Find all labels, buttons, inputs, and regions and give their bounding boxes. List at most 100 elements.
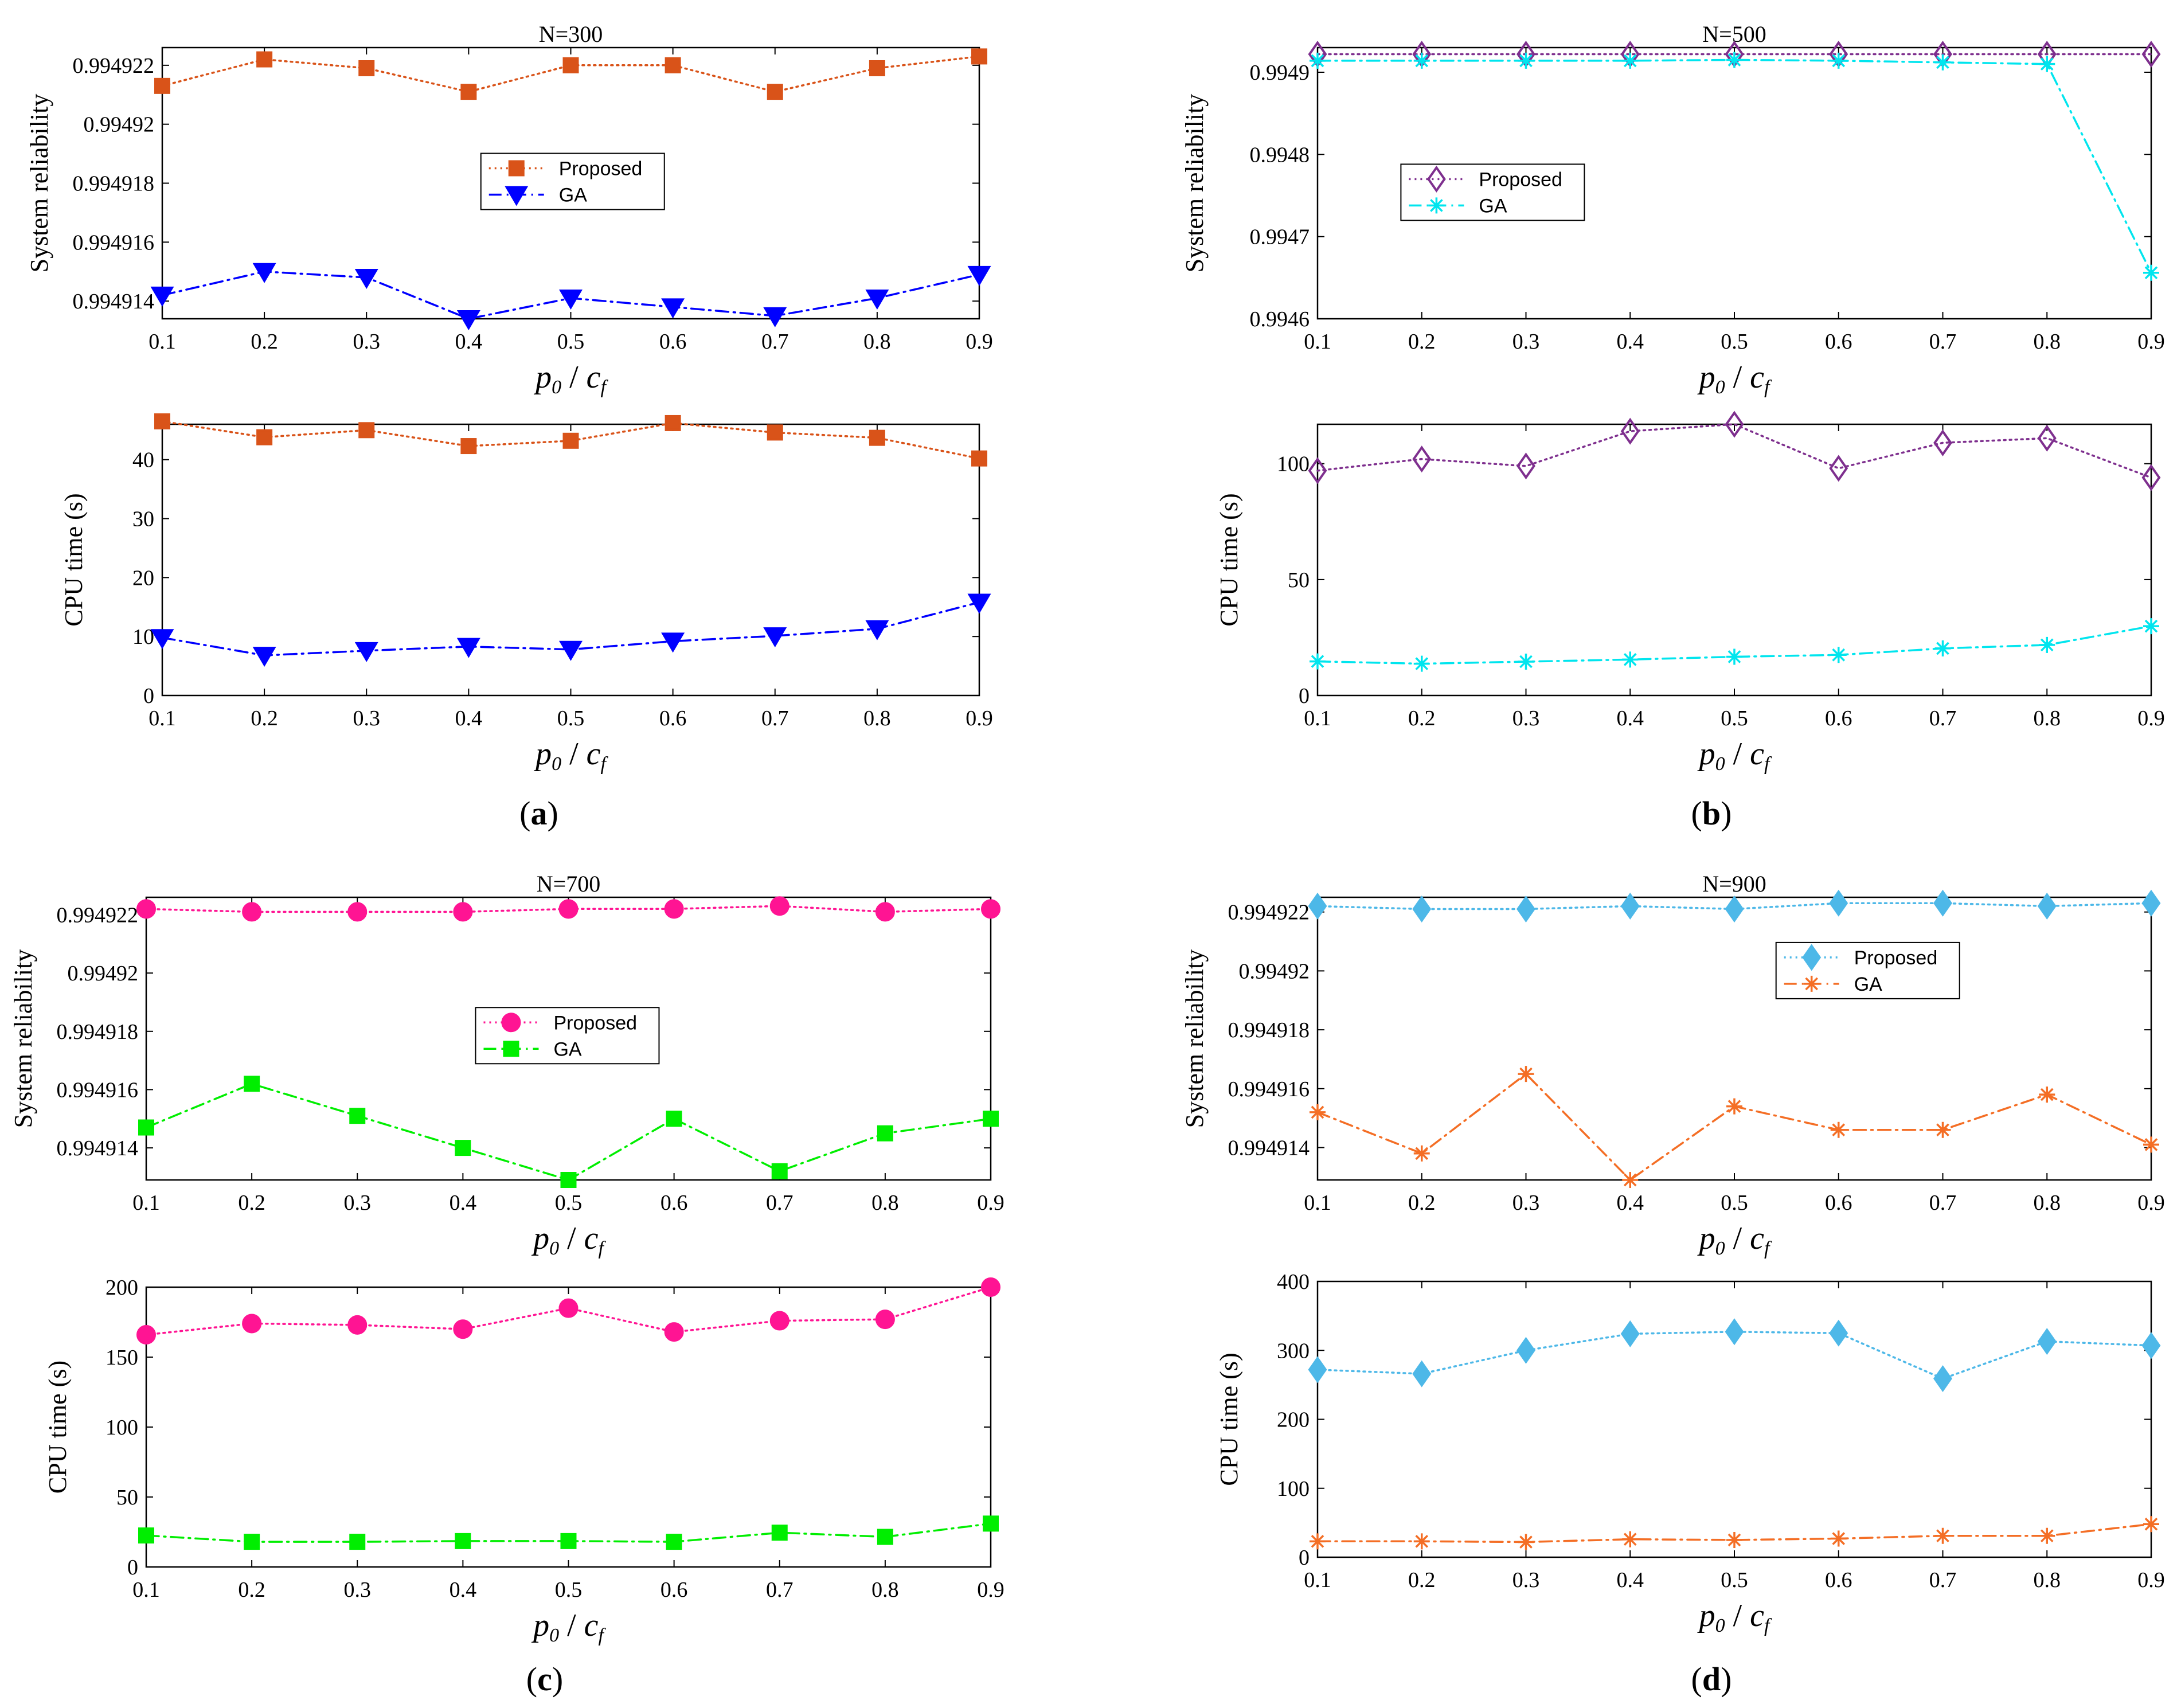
legend-label: GA xyxy=(559,184,587,206)
data-point xyxy=(869,60,885,76)
data-point xyxy=(1310,653,1326,670)
x-tick-label: 0.4 xyxy=(450,1578,477,1602)
data-point xyxy=(981,899,1000,919)
y-tick-label: 400 xyxy=(1277,1270,1310,1294)
legend-label: Proposed xyxy=(553,1012,637,1034)
y-tick-label: 0.994914 xyxy=(57,1136,139,1160)
series-ga xyxy=(138,1076,999,1188)
data-point xyxy=(877,1529,893,1545)
data-point xyxy=(1726,648,1742,665)
y-tick-label: 0.99492 xyxy=(84,113,155,137)
y-tick-label: 0.9949 xyxy=(1250,61,1310,85)
data-point xyxy=(136,1324,156,1344)
data-point xyxy=(971,450,987,467)
y-tick-label: 0.994918 xyxy=(57,1020,139,1044)
y-axis-label: System reliability xyxy=(1181,94,1209,273)
y-tick-label: 0.994922 xyxy=(73,54,155,78)
y-tick-label: 0.994918 xyxy=(73,172,155,196)
data-point xyxy=(661,298,685,319)
data-point xyxy=(1933,1365,1952,1393)
data-point xyxy=(865,290,889,310)
x-tick-label: 0.9 xyxy=(2137,1191,2165,1215)
y-tick-label: 0.99492 xyxy=(1239,959,1310,983)
data-point xyxy=(971,48,987,65)
data-point xyxy=(1412,896,1432,923)
chart-title: N=700 xyxy=(537,871,600,897)
chart-a-cpu: 0.1 0.2 0.3 0.4 0.5 0.6 0.7 0.8 0.9 0 10 20 30 40 CPU … xyxy=(60,413,993,775)
y-axis-label: System reliability xyxy=(9,949,37,1128)
x-tick-label: 0.6 xyxy=(1825,706,1852,730)
data-point xyxy=(358,60,375,76)
data-point xyxy=(558,899,579,919)
x-tick-label: 0.8 xyxy=(863,706,891,730)
y-tick-label: 10 xyxy=(132,625,154,649)
svg-text:(c): (c) xyxy=(526,1660,563,1698)
data-point xyxy=(559,640,583,661)
data-point xyxy=(1725,1318,1744,1346)
series-ga xyxy=(1310,618,2159,672)
data-point xyxy=(560,1172,577,1188)
chart-b-cpu: 0.1 0.2 0.3 0.4 0.5 0.6 0.7 0.8 0.9 0 50 100 CPU tim… xyxy=(1215,411,2165,775)
data-point xyxy=(2143,1136,2159,1153)
series-line xyxy=(1316,902,2152,910)
data-point xyxy=(1725,896,1744,923)
x-tick-label: 0.9 xyxy=(966,330,993,354)
data-point xyxy=(967,593,991,614)
data-point xyxy=(666,1111,682,1127)
data-point xyxy=(767,84,783,100)
x-tick-label: 0.8 xyxy=(2034,330,2061,354)
data-point xyxy=(2141,1332,2161,1359)
legend-label: GA xyxy=(1854,974,1882,995)
data-point xyxy=(1308,892,1327,920)
svg-text:(a): (a) xyxy=(519,795,558,832)
data-point xyxy=(252,647,276,667)
data-point xyxy=(244,1534,260,1550)
series-line xyxy=(1316,1072,2152,1182)
y-tick-label: 100 xyxy=(105,1416,138,1440)
data-point xyxy=(1622,1531,1639,1547)
data-point xyxy=(877,1125,893,1142)
y-tick-label: 0.994918 xyxy=(1228,1018,1310,1042)
x-tick-label: 0.6 xyxy=(660,1578,688,1602)
data-point xyxy=(1933,429,1952,456)
x-tick-label: 0.7 xyxy=(1929,1568,1957,1592)
data-point xyxy=(1412,1360,1432,1387)
x-tick-label: 0.1 xyxy=(1304,1191,1331,1215)
x-tick-label: 0.9 xyxy=(2137,706,2165,730)
data-point xyxy=(558,1298,579,1318)
data-point xyxy=(2039,56,2055,72)
y-tick-label: 0.994922 xyxy=(1228,901,1310,925)
series-line xyxy=(1316,1523,2152,1543)
data-point xyxy=(875,902,895,922)
x-tick-label: 0.3 xyxy=(353,330,381,354)
data-point xyxy=(1830,1121,1847,1138)
legend-marker xyxy=(503,1041,519,1057)
data-point xyxy=(349,1534,366,1550)
data-point xyxy=(666,1534,682,1550)
data-point xyxy=(1413,52,1430,69)
data-point xyxy=(560,1533,577,1549)
x-tick-label: 0.1 xyxy=(1304,706,1331,730)
data-point xyxy=(1933,889,1952,917)
x-tick-label: 0.9 xyxy=(977,1191,1004,1215)
legend: Proposed GA xyxy=(1400,163,1585,221)
series-proposed xyxy=(1308,889,2161,923)
chart-d-cpu: 0.1 0.2 0.3 0.4 0.5 0.6 0.7 0.8 0.9 0 100 200 300 400… xyxy=(1215,1270,2165,1636)
data-point xyxy=(967,265,991,286)
data-point xyxy=(2037,1328,2057,1355)
x-tick-label: 0.3 xyxy=(344,1578,372,1602)
y-tick-label: 20 xyxy=(132,566,154,590)
data-point xyxy=(1516,896,1535,923)
data-point xyxy=(2141,40,2161,68)
data-point xyxy=(358,422,375,439)
series-ga xyxy=(150,593,991,667)
data-point xyxy=(771,1525,788,1541)
data-point xyxy=(1516,1336,1535,1364)
x-tick-label: 0.8 xyxy=(2034,706,2061,730)
x-axis-label: p0 / cf xyxy=(1697,736,1772,775)
data-point xyxy=(154,77,170,94)
data-point xyxy=(983,1515,999,1532)
data-point xyxy=(1622,1172,1639,1188)
x-tick-label: 0.1 xyxy=(148,330,176,354)
